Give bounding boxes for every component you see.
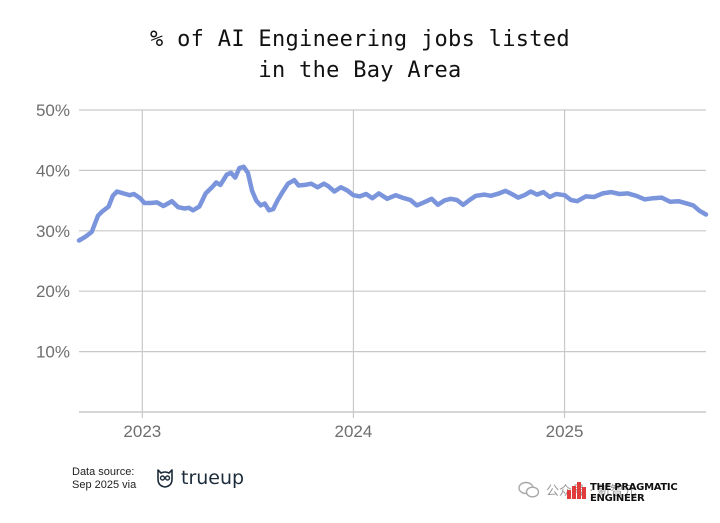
owl-icon bbox=[157, 469, 173, 488]
y-tick-label: 40% bbox=[36, 161, 70, 180]
wechat-icon bbox=[518, 481, 540, 498]
x-tick-label: 2024 bbox=[335, 422, 373, 441]
data-source-line-2: Sep 2025 via bbox=[72, 479, 137, 491]
x-tick-label: 2023 bbox=[123, 422, 161, 441]
publisher-name: THE PRAGMATIC ENGINEER bbox=[590, 482, 678, 504]
y-tick-label: 20% bbox=[36, 282, 70, 301]
chart-title-line-1: % of AI Engineering jobs listed bbox=[150, 27, 570, 52]
trueup-logo-text: trueup bbox=[181, 467, 245, 489]
data-source-line-1: Data source: bbox=[72, 466, 135, 478]
series-line bbox=[76, 164, 709, 243]
series-layer bbox=[76, 164, 709, 243]
x-axis: 2023 2024 2025 bbox=[123, 422, 583, 441]
y-axis: 10% 20% 30% 40% 50% bbox=[36, 101, 70, 362]
chart-title-line-2: in the Bay Area bbox=[258, 58, 462, 83]
y-tick-label: 50% bbox=[36, 101, 70, 120]
pragmatic-engineer-logo-icon bbox=[567, 482, 586, 499]
data-source: Data source: Sep 2025 via bbox=[72, 466, 136, 492]
grid-lines bbox=[79, 109, 706, 418]
trueup-brand: trueup bbox=[155, 467, 244, 489]
chart-title: % of AI Engineering jobs listed in the B… bbox=[0, 24, 720, 86]
y-tick-label: 30% bbox=[36, 222, 70, 241]
x-tick-label: 2025 bbox=[546, 422, 584, 441]
y-tick-label: 10% bbox=[36, 343, 70, 362]
